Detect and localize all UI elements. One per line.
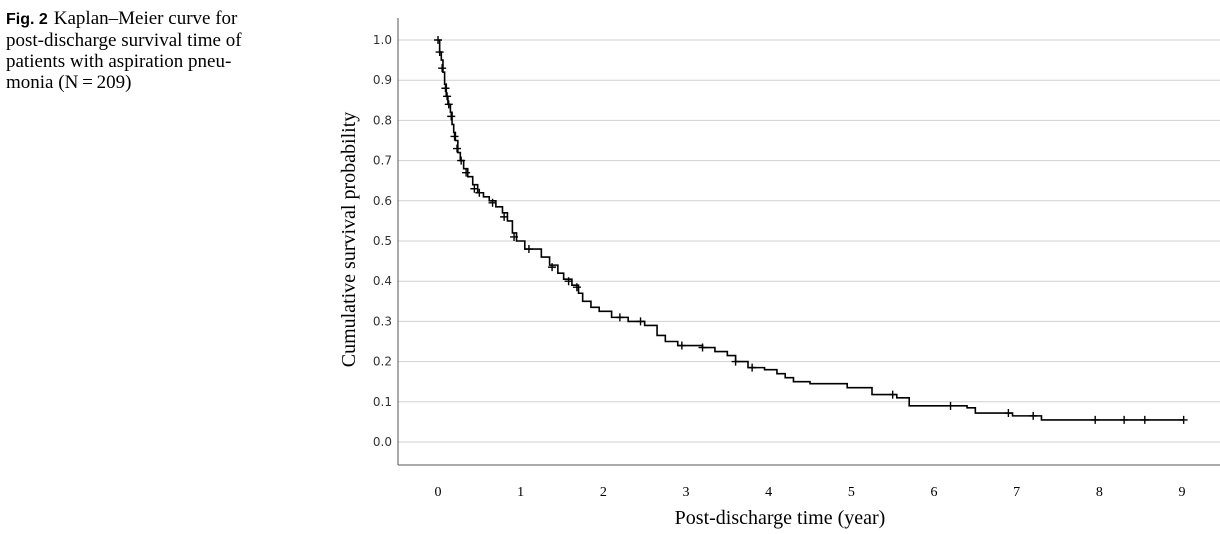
x-tick-label: 5 <box>848 485 855 500</box>
x-tick-label: 9 <box>1179 485 1186 500</box>
censor-mark <box>888 390 897 399</box>
y-tick-label: 0.8 <box>373 113 392 127</box>
censor-marks <box>434 36 1188 424</box>
censor-mark <box>1120 415 1129 424</box>
censor-mark <box>453 144 462 153</box>
censor-mark <box>475 188 484 197</box>
x-tick-label: 2 <box>600 485 607 500</box>
x-tick-label: 7 <box>1013 485 1020 500</box>
x-tick-label: 6 <box>931 485 938 500</box>
caption-line-3: patients with aspiration pneu- <box>6 51 232 72</box>
y-tick-labels: 0.0 0.1 0.2 0.3 0.4 0.5 0.6 0.7 0.8 0.9 1.0 <box>373 33 392 449</box>
censor-mark <box>1091 415 1100 424</box>
censor-mark <box>500 212 509 221</box>
y-tick-label: 0.4 <box>373 274 392 288</box>
censor-mark <box>438 64 447 73</box>
censor-mark <box>615 313 624 322</box>
y-tick-label: 0.2 <box>373 355 392 369</box>
x-tick-labels: 0 1 2 3 4 5 6 7 8 9 <box>435 485 1186 500</box>
censor-mark <box>470 184 479 193</box>
censor-mark <box>572 283 581 292</box>
y-tick-label: 0.1 <box>373 395 392 409</box>
y-axis-title: Cumulative survival probability <box>338 112 360 368</box>
censor-mark <box>636 317 645 326</box>
censor-mark <box>524 245 533 254</box>
y-tick-label: 0.0 <box>373 435 392 449</box>
censor-mark <box>434 36 442 44</box>
y-tick-label: 0.7 <box>373 154 392 168</box>
y-tick-label: 0.6 <box>373 194 392 208</box>
grid-lines <box>398 39 1220 443</box>
censor-mark <box>435 48 444 57</box>
censor-mark <box>748 363 757 372</box>
caption-line-4: monia (N = 209) <box>6 72 132 93</box>
censor-mark <box>1140 415 1149 424</box>
x-tick-label: 1 <box>517 485 524 500</box>
censor-mark <box>731 357 740 366</box>
censor-mark <box>564 277 573 286</box>
censor-mark <box>457 156 466 165</box>
survival-curve <box>438 39 1184 421</box>
censor-mark <box>946 401 955 410</box>
x-tick-label: 3 <box>683 485 690 500</box>
censor-mark <box>548 263 557 272</box>
censor-mark <box>447 112 456 121</box>
y-tick-label: 0.9 <box>373 73 392 87</box>
x-tick-label: 4 <box>765 485 772 500</box>
x-tick-label: 0 <box>435 485 442 500</box>
censor-mark <box>1029 411 1038 420</box>
censor-mark <box>444 100 453 109</box>
y-tick-label: 0.5 <box>373 234 392 248</box>
caption-line-1: Kaplan–Meier curve for <box>53 8 238 29</box>
censor-mark <box>510 232 519 241</box>
figure-label: Fig. 2 <box>6 11 48 28</box>
censor-mark <box>441 84 450 93</box>
y-tick-label: 1.0 <box>373 33 392 47</box>
censor-mark <box>450 132 459 141</box>
censor-mark <box>488 198 497 207</box>
censor-mark <box>677 341 686 350</box>
x-tick-label: 8 <box>1096 485 1103 500</box>
censor-mark <box>1004 409 1013 418</box>
x-axis-title: Post-discharge time (year) <box>675 507 886 529</box>
y-tick-label: 0.3 <box>373 314 392 328</box>
censor-mark <box>462 168 471 177</box>
censor-mark <box>698 343 707 352</box>
censor-mark <box>443 92 452 101</box>
caption-line-2: post-discharge survival time of <box>6 30 242 51</box>
figure-caption: Fig. 2 Kaplan–Meier curve for post-discha… <box>6 8 306 93</box>
censor-mark <box>1179 415 1188 424</box>
